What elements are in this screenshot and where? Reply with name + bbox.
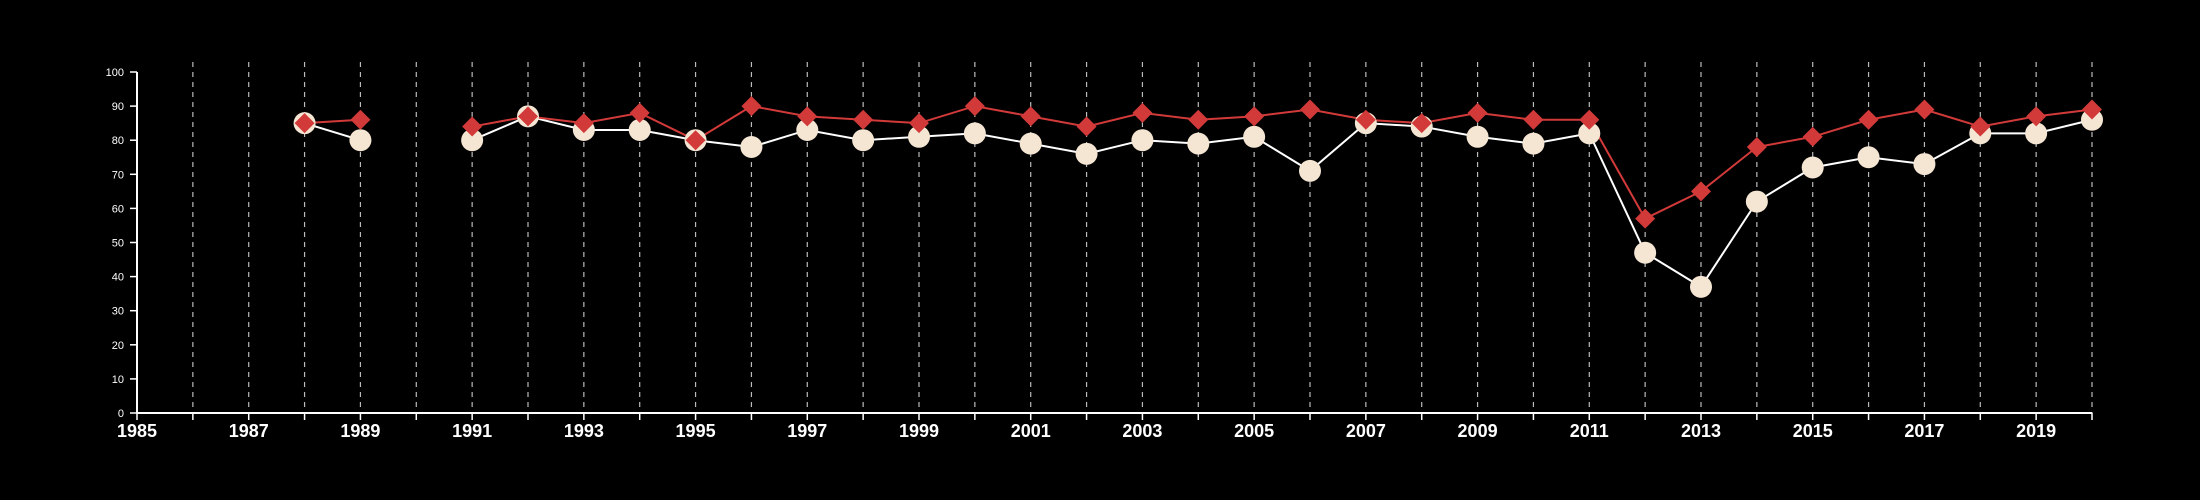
grid-lines [192,62,2093,413]
series-2-point [1913,153,1936,176]
series-1-point [462,116,483,137]
series-1-point [1467,102,1488,123]
series-1-point [741,96,762,117]
series-1-point [1300,99,1320,120]
y-tick-label: 70 [112,169,124,181]
series-1-point [1858,109,1879,130]
x-tick-label: 1997 [787,421,827,441]
series-1-point [2026,106,2047,127]
x-tick-label: 1999 [899,421,939,441]
x-tick-label: 2019 [2016,421,2056,441]
series-1-point [518,106,538,127]
series-2-point [908,125,930,148]
y-tick-label: 10 [112,374,124,386]
y-tick-label: 50 [112,238,124,250]
series-1-point [1523,109,1544,130]
series-2-point [1801,156,1824,179]
series-2-point [1299,159,1321,182]
series-1-point [573,113,594,134]
x-tick-label: 1995 [676,421,716,441]
series-1-point [1188,109,1209,130]
series-2-point [1690,275,1712,298]
series-1-point [1132,102,1153,123]
series-1-point [1970,116,1991,137]
series-2-point [1075,142,1098,165]
series-1-line [471,105,2093,220]
series-1-point [1691,181,1711,202]
series-1-point [2082,99,2102,120]
y-tick-label: 40 [112,272,124,284]
series-2-point [1243,125,1266,148]
series-group [293,96,2103,298]
x-tick-label: 2001 [1011,421,1051,441]
series-2-point [963,122,986,145]
y-tick-label: 30 [112,306,124,318]
x-tick-label: 2007 [1346,421,1386,441]
series-2-point [1578,122,1601,145]
x-tick-label: 2009 [1458,421,1498,441]
x-tick-label: 2017 [1904,421,1944,441]
series-2-point [2081,108,2103,131]
series-2-point [852,129,875,152]
series-2-point [1019,132,1042,155]
series-1-point [964,96,985,117]
series-2-point [1466,125,1489,148]
series-1-point [629,102,650,123]
x-tick-label: 1985 [117,421,157,441]
series-2-point [461,129,484,152]
series-1-point [1244,106,1265,127]
series-2-line [471,115,2093,289]
series-1-point [1802,126,1823,147]
series-2-point [796,118,819,141]
series-1-point [1746,137,1767,158]
x-tick-label: 2003 [1122,421,1162,441]
x-tick-label: 2005 [1234,421,1274,441]
series-2-point [349,129,372,152]
series-1-point [909,113,929,134]
y-tick-label: 100 [106,67,124,79]
axes: 0 10 20 30 40 50 60 70 80 90 100 1985 1987 1989 1991 19… [106,67,2093,441]
series-2-point [1187,132,1210,155]
series-2-point [740,136,763,159]
series-1-point [1914,99,1935,120]
series-1-point [1579,109,1600,130]
x-tick-label: 2013 [1681,421,1721,441]
series-1-point [797,106,818,127]
x-tick-label: 1987 [229,421,269,441]
series-1-point [294,113,315,134]
x-tick-label: 2015 [1793,421,1833,441]
x-tick-label: 2011 [1570,421,1609,441]
y-tick-label: 20 [112,340,124,352]
series-2-point [1131,129,1154,152]
series-2-point [1522,132,1545,155]
y-tick-label: 80 [112,135,124,147]
series-2-point [1634,241,1657,264]
series-1-point [853,109,874,130]
x-tick-label: 1993 [564,421,604,441]
y-tick-label: 60 [112,203,124,215]
series-2-point [2025,122,2048,145]
series-2-point [1745,190,1768,213]
x-tick-label: 1991 [452,421,492,441]
series-1-point [1355,109,1376,130]
y-tick-label: 0 [118,408,124,420]
series-1-point [1076,116,1097,137]
x-tick-label: 1989 [340,421,380,441]
series-2-point [628,118,651,141]
series-1-point [1411,113,1432,134]
series-1-point [685,130,706,151]
series-1-point [350,109,371,130]
series-1-point [1020,106,1041,127]
y-tick-label: 90 [112,101,124,113]
series-1-point [1635,208,1656,229]
series-2-point [1857,146,1880,169]
